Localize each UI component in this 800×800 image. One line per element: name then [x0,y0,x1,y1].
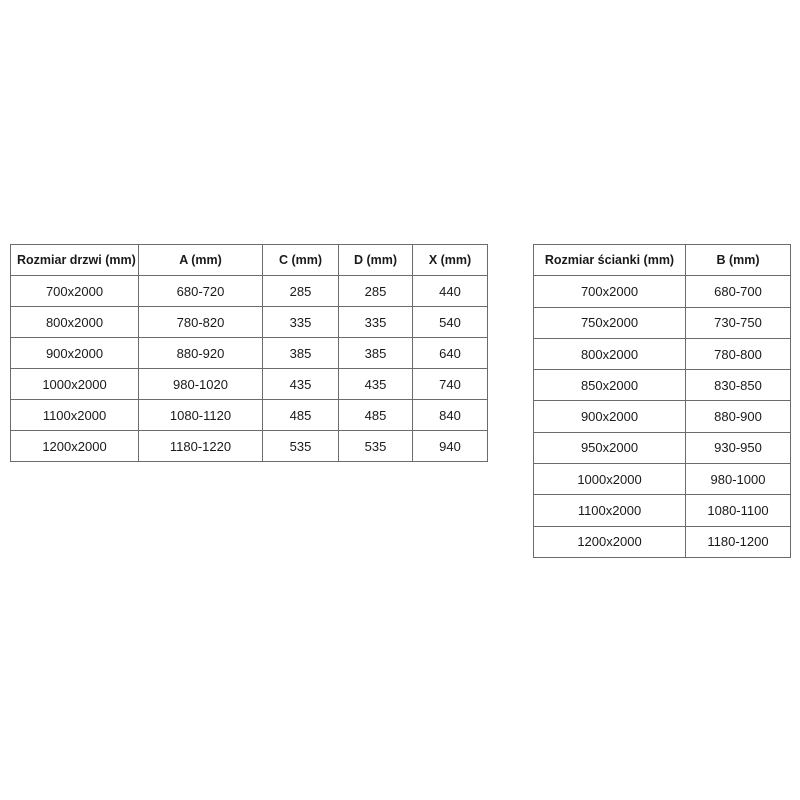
cell-door-size: 800x2000 [10,306,139,338]
table-row: 1200x2000 1180-1220 535 535 940 [10,430,488,462]
cell-x: 840 [412,399,488,431]
cell-a: 1180-1220 [138,430,263,462]
cell-door-size: 1200x2000 [10,430,139,462]
column-header-door-size: Rozmiar drzwi (mm) [10,244,139,276]
wall-table-body: 700x2000 680-700 750x2000 730-750 800x20… [533,275,791,558]
cell-c: 335 [262,306,339,338]
wall-table-header: Rozmiar ścianki (mm) B (mm) [533,243,791,277]
cell-c: 285 [262,275,339,307]
cell-d: 385 [338,337,413,369]
cell-c: 485 [262,399,339,431]
table-header-row: Rozmiar drzwi (mm) A (mm) C (mm) D (mm) … [10,244,488,276]
cell-b: 980-1000 [685,463,791,496]
column-header-x: X (mm) [412,244,488,276]
cell-x: 640 [412,337,488,369]
cell-door-size: 900x2000 [10,337,139,369]
table-row: 900x2000 880-920 385 385 640 [10,337,488,369]
column-header-b: B (mm) [685,243,791,277]
cell-c: 535 [262,430,339,462]
table-row: 750x2000 730-750 [533,306,791,339]
cell-a: 1080-1120 [138,399,263,431]
column-header-wall-size: Rozmiar ścianki (mm) [533,243,686,277]
cell-b: 730-750 [685,306,791,339]
table-row: 1000x2000 980-1020 435 435 740 [10,368,488,400]
cell-b: 680-700 [685,275,791,308]
cell-x: 540 [412,306,488,338]
cell-door-size: 1100x2000 [10,399,139,431]
cell-c: 385 [262,337,339,369]
cell-wall-size: 1100x2000 [533,494,686,527]
table-row: 1200x2000 1180-1200 [533,525,791,558]
table-row: 700x2000 680-700 [533,275,791,308]
column-header-d: D (mm) [338,244,413,276]
table-row: 900x2000 880-900 [533,400,791,433]
cell-d: 335 [338,306,413,338]
table-row: 700x2000 680-720 285 285 440 [10,275,488,307]
cell-door-size: 700x2000 [10,275,139,307]
cell-x: 940 [412,430,488,462]
cell-b: 930-950 [685,431,791,465]
cell-wall-size: 800x2000 [533,337,686,371]
cell-door-size: 1000x2000 [10,368,139,400]
table-header-row: Rozmiar ścianki (mm) B (mm) [533,243,791,277]
column-header-c: C (mm) [262,244,339,276]
cell-b: 1080-1100 [685,494,791,527]
table-row: 1000x2000 980-1000 [533,463,791,496]
door-size-table: Rozmiar drzwi (mm) A (mm) C (mm) D (mm) … [10,244,488,462]
cell-b: 880-900 [685,400,791,433]
cell-x: 440 [412,275,488,307]
cell-b: 780-800 [685,337,791,371]
column-header-a: A (mm) [138,244,263,276]
cell-c: 435 [262,368,339,400]
wall-panel-size-table: Rozmiar ścianki (mm) B (mm) 700x2000 680… [533,243,791,558]
cell-b: 830-850 [685,369,791,402]
cell-wall-size: 950x2000 [533,431,686,465]
cell-wall-size: 1200x2000 [533,525,686,558]
cell-b: 1180-1200 [685,525,791,558]
cell-a: 680-720 [138,275,263,307]
table-row: 800x2000 780-820 335 335 540 [10,306,488,338]
door-table-header: Rozmiar drzwi (mm) A (mm) C (mm) D (mm) … [10,244,488,276]
cell-d: 285 [338,275,413,307]
table-row: 800x2000 780-800 [533,337,791,371]
cell-d: 485 [338,399,413,431]
cell-wall-size: 750x2000 [533,306,686,339]
cell-d: 535 [338,430,413,462]
table-row: 950x2000 930-950 [533,431,791,465]
door-table-body: 700x2000 680-720 285 285 440 800x2000 78… [10,275,488,462]
table-row: 850x2000 830-850 [533,369,791,402]
cell-a: 880-920 [138,337,263,369]
table-row: 1100x2000 1080-1120 485 485 840 [10,399,488,431]
cell-wall-size: 700x2000 [533,275,686,308]
cell-d: 435 [338,368,413,400]
cell-wall-size: 900x2000 [533,400,686,433]
table-row: 1100x2000 1080-1100 [533,494,791,527]
cell-a: 980-1020 [138,368,263,400]
cell-a: 780-820 [138,306,263,338]
cell-wall-size: 1000x2000 [533,463,686,496]
cell-x: 740 [412,368,488,400]
cell-wall-size: 850x2000 [533,369,686,402]
